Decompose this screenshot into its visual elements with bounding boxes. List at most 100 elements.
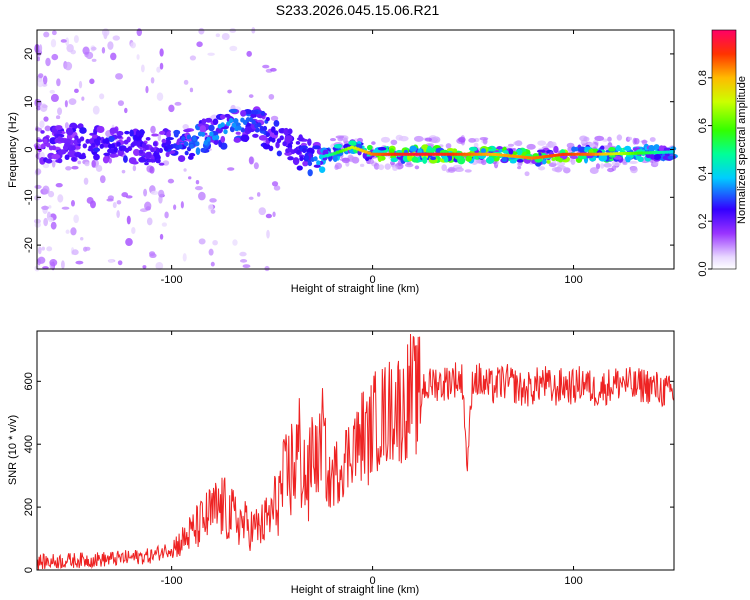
spectrogram-cell xyxy=(159,233,164,240)
spectrogram-cell xyxy=(366,144,373,151)
spectrogram-cell xyxy=(188,176,192,180)
spectrogram-cell xyxy=(45,57,51,67)
spectrogram-cell xyxy=(215,33,221,38)
spectrogram-cell xyxy=(173,204,177,210)
spectrogram-ridge-cell xyxy=(226,121,231,127)
spectrogram-ridge-cell xyxy=(271,137,276,143)
spectrogram-ridge-cell xyxy=(316,160,321,166)
spectrogram-cell xyxy=(337,136,344,142)
spectrogram-cell xyxy=(57,107,63,116)
spectrogram-cell xyxy=(124,107,128,114)
spectrogram-cell xyxy=(124,130,130,135)
spectrogram-ridge-cell xyxy=(279,135,284,141)
spectrogram-cell xyxy=(107,41,114,50)
spectrogram-cell xyxy=(96,125,105,134)
spectrogram-cell xyxy=(49,89,55,94)
spectrogram-cell xyxy=(36,102,41,106)
spectrogram-cell xyxy=(82,46,90,55)
spectrogram-cell xyxy=(189,55,197,61)
spectrogram-cell xyxy=(42,185,50,195)
spectrogram-ridge-cell xyxy=(147,151,152,157)
spectrogram-ridge-cell xyxy=(62,145,68,151)
snr-x-ticks: -100 0 100 xyxy=(161,331,583,587)
spectrogram-ridge-cell xyxy=(223,129,228,135)
spectrogram-cell xyxy=(37,246,42,255)
spectrogram-cell xyxy=(38,73,44,79)
spectrogram-cell xyxy=(262,64,270,69)
spectrogram-cell xyxy=(201,118,207,125)
spectrogram-ridge-cell xyxy=(302,148,307,154)
spectrogram-cell xyxy=(41,246,45,251)
spectrogram-cell xyxy=(558,158,563,163)
spectrogram-cell xyxy=(184,150,189,156)
spectrogram-cell xyxy=(42,266,49,270)
spectrogram-cell xyxy=(313,164,321,168)
spectrogram-ridge-cell xyxy=(150,147,155,153)
spectrogram-y-ticks: -20 -10 0 10 20 xyxy=(23,48,674,253)
spectrogram-ridge-cell xyxy=(79,136,85,142)
spectrogram-cell xyxy=(624,145,632,152)
spectrogram-x-ticks: -100 0 100 xyxy=(161,30,583,286)
spectrogram-cell xyxy=(422,156,428,164)
spectrogram-ridge-cell xyxy=(299,156,304,162)
spectrogram-ridge-cell xyxy=(242,120,248,126)
spectrogram-cell xyxy=(39,103,48,113)
spectrogram-cell xyxy=(91,46,97,51)
colorbar: 0.0 0.2 0.4 0.6 0.8 Normalized spectral ampl… xyxy=(697,29,748,277)
spectrogram-cell xyxy=(143,188,148,197)
spectrogram-cell xyxy=(507,143,515,147)
spectrogram-cell xyxy=(109,127,118,134)
spectrogram-cell xyxy=(71,156,77,162)
spectrogram-cell xyxy=(600,163,605,169)
spectrogram-cell xyxy=(101,46,106,54)
spectrogram-cell xyxy=(498,149,503,153)
colorbar-tick-label: 0.6 xyxy=(697,118,709,133)
spectrogram-cell xyxy=(513,140,523,146)
spectrogram-cell xyxy=(113,135,123,139)
spectrogram-cell xyxy=(265,117,270,122)
spectrogram-cell xyxy=(334,162,343,170)
spectrogram-cell xyxy=(283,127,289,136)
spectrogram-cell xyxy=(650,154,655,160)
spectrogram-cell xyxy=(109,153,117,158)
spectrogram-cell xyxy=(38,44,43,53)
spectrogram-cell xyxy=(221,32,230,41)
spectrogram-cell xyxy=(39,120,45,129)
spectrogram-cell xyxy=(37,78,44,88)
spectrogram-cell xyxy=(149,253,157,259)
spectrogram-cell xyxy=(258,207,267,216)
spectrogram-cell xyxy=(164,211,169,219)
spectrogram-cell xyxy=(670,146,677,151)
y-tick-label: 20 xyxy=(23,48,35,60)
spectrogram-cell xyxy=(140,64,145,73)
spectrogram-cell xyxy=(151,133,159,137)
spectrogram-cell xyxy=(145,137,151,141)
spectrogram-cell xyxy=(262,143,271,150)
spectrogram-cell xyxy=(292,157,300,166)
spectrogram-cell xyxy=(464,169,472,173)
spectrogram-cell xyxy=(465,155,473,162)
y-tick-label: 0 xyxy=(23,146,35,152)
x-tick-label: 0 xyxy=(370,575,376,587)
spectrogram-cell xyxy=(142,265,147,269)
spectrogram-cell xyxy=(55,182,63,188)
spectrogram-cell xyxy=(34,184,42,190)
spectrogram-cell xyxy=(107,148,115,154)
x-tick-label: 0 xyxy=(370,274,376,286)
spectrogram-cell xyxy=(446,147,454,152)
spectrogram-cell xyxy=(240,134,250,142)
spectrogram-cell xyxy=(107,135,115,143)
spectrogram-cell xyxy=(161,138,167,144)
spectrogram-cell xyxy=(482,138,488,145)
spectrogram-cell xyxy=(258,134,268,141)
spectrogram-cell xyxy=(182,253,187,262)
spectrogram-ridge-cell xyxy=(99,143,104,149)
spectrogram-cell xyxy=(628,160,638,164)
colorbar-tick-label: 0.0 xyxy=(697,261,709,276)
spectrogram-cell xyxy=(198,27,205,35)
spectrogram-cell xyxy=(333,143,343,149)
spectrogram-cell xyxy=(390,157,398,163)
spectrogram-cell xyxy=(110,52,117,61)
spectrogram-cell xyxy=(125,238,133,247)
